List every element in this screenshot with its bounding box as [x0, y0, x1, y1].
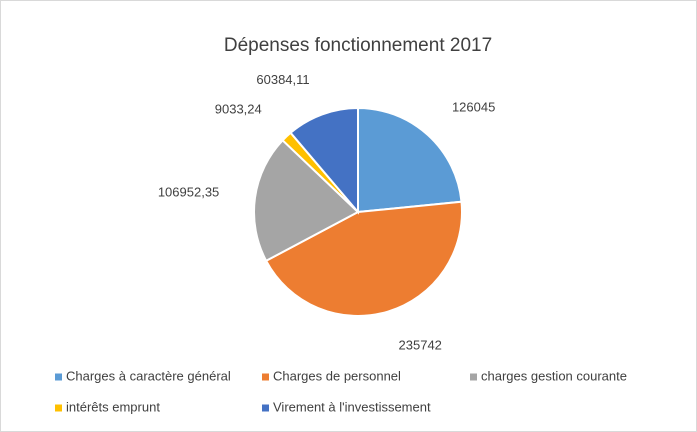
chart-title: Dépenses fonctionnement 2017 [224, 35, 492, 56]
legend-swatch [470, 373, 477, 381]
legend-label: Charges de personnel [273, 368, 401, 383]
legend-swatch [55, 404, 62, 412]
pie-slice [357, 106, 463, 214]
data-label: 9033,24 [215, 102, 262, 117]
legend-label: intérêts emprunt [66, 399, 160, 414]
legend-swatch [55, 373, 62, 381]
pie-slice [289, 106, 359, 215]
legend-label: charges gestion courante [481, 368, 627, 383]
data-label: 60384,11 [256, 72, 309, 87]
legend-label: Charges à caractère général [66, 368, 231, 383]
pie-slice [264, 200, 463, 317]
legend-swatch [262, 404, 269, 412]
data-label: 106952,35 [158, 184, 219, 199]
legend-swatch [262, 373, 269, 381]
data-label: 126045 [452, 100, 495, 115]
pie-slice [253, 138, 360, 263]
data-label: 235742 [399, 337, 442, 352]
legend-label: Virement à l'investissement [273, 399, 431, 414]
